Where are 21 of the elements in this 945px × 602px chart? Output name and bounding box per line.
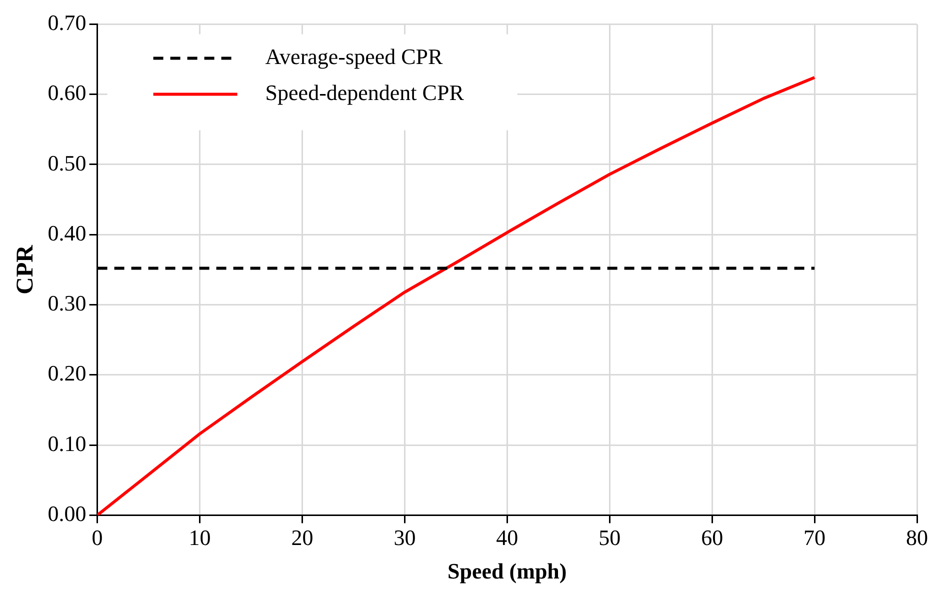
y-tick-label: 0.70 xyxy=(48,10,86,35)
y-axis-title: CPR xyxy=(12,244,39,294)
y-tick-label: 0.40 xyxy=(48,220,86,246)
y-tick-label: 0.00 xyxy=(48,500,86,526)
x-axis-title: Speed (mph) xyxy=(448,558,567,584)
legend-label: Average-speed CPR xyxy=(265,44,443,69)
y-tick-label: 0.20 xyxy=(48,360,86,386)
x-tick-label: 60 xyxy=(701,525,724,550)
y-tick-label: 0.30 xyxy=(48,290,86,316)
x-tick-label: 70 xyxy=(804,525,826,550)
x-tick-label: 20 xyxy=(291,525,314,550)
y-tick-label: 0.60 xyxy=(48,80,86,106)
x-tick-label: 80 xyxy=(906,525,928,550)
x-tick-label: 40 xyxy=(496,525,518,550)
y-tick-label: 0.10 xyxy=(48,430,86,456)
y-tick-label: 0.50 xyxy=(48,150,86,176)
x-tick-label: 0 xyxy=(92,525,103,550)
x-tick-label: 30 xyxy=(394,525,416,550)
x-tick-label: 10 xyxy=(188,525,211,550)
legend-label: Speed-dependent CPR xyxy=(265,80,464,105)
x-tick-label: 50 xyxy=(598,525,621,550)
